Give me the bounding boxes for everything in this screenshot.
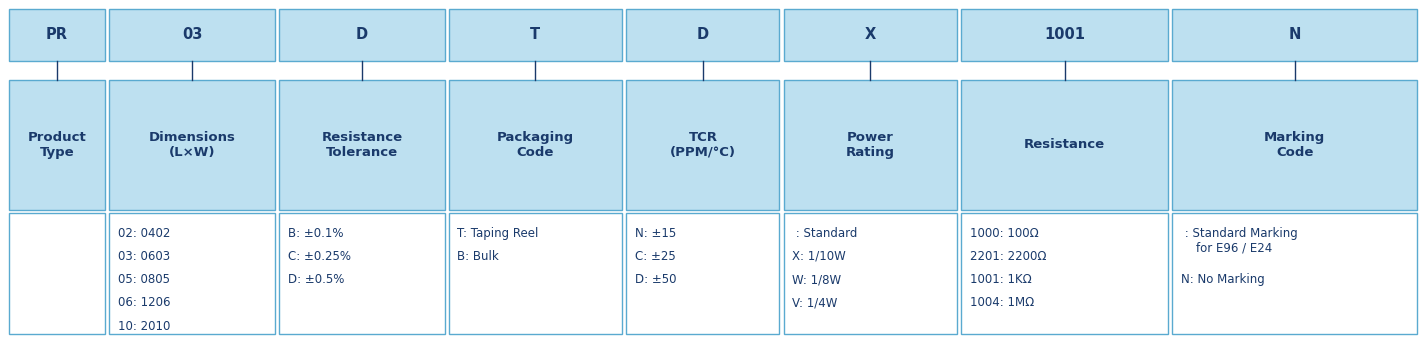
Text: Resistance
Tolerance: Resistance Tolerance xyxy=(321,131,402,159)
Bar xyxy=(626,213,780,334)
Text: Marking
Code: Marking Code xyxy=(1265,131,1326,159)
Text: 1001: 1001 xyxy=(1044,28,1085,42)
Bar xyxy=(9,213,106,334)
Bar xyxy=(626,9,780,61)
Text: 03: 03 xyxy=(183,28,202,42)
Text: Power
Rating: Power Rating xyxy=(846,131,896,159)
Bar xyxy=(110,80,275,210)
Bar xyxy=(1172,80,1417,210)
Text: W: 1/8W: W: 1/8W xyxy=(793,273,841,286)
Text: D: D xyxy=(355,28,368,42)
Text: N: No Marking: N: No Marking xyxy=(1181,273,1265,286)
Bar xyxy=(449,9,622,61)
Text: Product
Type: Product Type xyxy=(27,131,86,159)
Text: D: ±50: D: ±50 xyxy=(635,273,676,286)
Bar xyxy=(449,80,622,210)
Text: N: ±15: N: ±15 xyxy=(635,227,676,240)
Text: : Standard: : Standard xyxy=(793,227,857,240)
Bar xyxy=(110,9,275,61)
Text: Dimensions
(L×W): Dimensions (L×W) xyxy=(148,131,235,159)
Text: 06: 1206: 06: 1206 xyxy=(118,296,171,309)
Bar xyxy=(961,9,1168,61)
Bar xyxy=(961,80,1168,210)
Text: C: ±25: C: ±25 xyxy=(635,250,676,263)
Text: D: D xyxy=(697,28,709,42)
Text: V: 1/4W: V: 1/4W xyxy=(793,296,837,309)
Text: Packaging
Code: Packaging Code xyxy=(496,131,575,159)
Bar xyxy=(1172,9,1417,61)
Text: N: N xyxy=(1289,28,1301,42)
Text: B: ±0.1%: B: ±0.1% xyxy=(288,227,344,240)
Text: T: Taping Reel: T: Taping Reel xyxy=(458,227,539,240)
Bar xyxy=(279,9,445,61)
Bar xyxy=(784,80,957,210)
Bar xyxy=(784,9,957,61)
Bar xyxy=(279,80,445,210)
Text: 05: 0805: 05: 0805 xyxy=(118,273,170,286)
Text: 2201: 2200Ω: 2201: 2200Ω xyxy=(970,250,1047,263)
Text: D: ±0.5%: D: ±0.5% xyxy=(288,273,344,286)
Bar xyxy=(110,213,275,334)
Bar xyxy=(9,9,106,61)
Text: 10: 2010: 10: 2010 xyxy=(118,320,170,332)
Bar xyxy=(626,80,780,210)
Bar xyxy=(784,213,957,334)
Text: PR: PR xyxy=(46,28,68,42)
Text: C: ±0.25%: C: ±0.25% xyxy=(288,250,351,263)
Text: B: Bulk: B: Bulk xyxy=(458,250,499,263)
Bar xyxy=(449,213,622,334)
Text: : Standard Marking
    for E96 / E24: : Standard Marking for E96 / E24 xyxy=(1181,227,1298,255)
Text: 02: 0402: 02: 0402 xyxy=(118,227,170,240)
Text: Resistance: Resistance xyxy=(1024,138,1105,151)
Text: 1004: 1MΩ: 1004: 1MΩ xyxy=(970,296,1034,309)
Bar xyxy=(279,213,445,334)
Text: X: 1/10W: X: 1/10W xyxy=(793,250,846,263)
Bar xyxy=(1172,213,1417,334)
Text: TCR
(PPM/°C): TCR (PPM/°C) xyxy=(670,131,736,159)
Bar xyxy=(961,213,1168,334)
Text: 1001: 1KΩ: 1001: 1KΩ xyxy=(970,273,1031,286)
Text: 03: 0603: 03: 0603 xyxy=(118,250,170,263)
Text: 1000: 100Ω: 1000: 100Ω xyxy=(970,227,1038,240)
Text: X: X xyxy=(864,28,876,42)
Text: T: T xyxy=(530,28,540,42)
Bar xyxy=(9,80,106,210)
